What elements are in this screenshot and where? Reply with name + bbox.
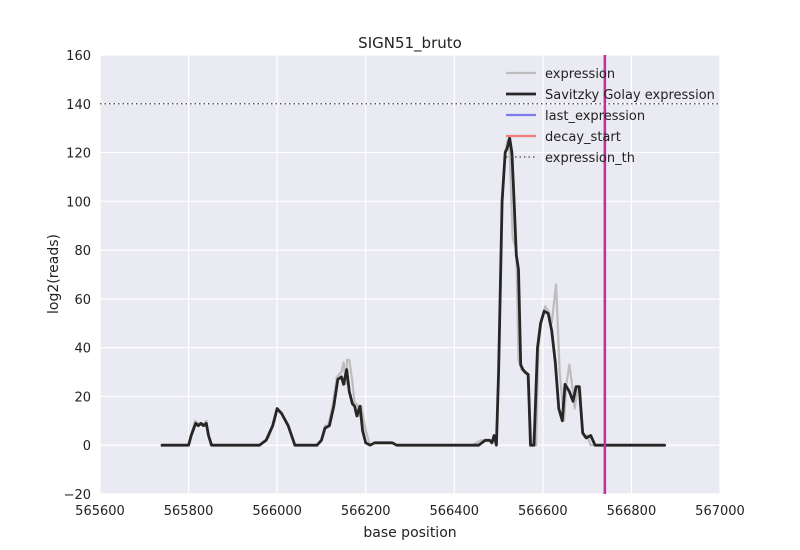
series-layer xyxy=(160,136,666,447)
y-tick-label: 40 xyxy=(74,342,91,357)
y-tick-label: 0 xyxy=(83,439,91,454)
y-tick-label: 60 xyxy=(74,293,91,308)
y-tick-label: 100 xyxy=(66,195,91,210)
legend-label: decay_start xyxy=(545,130,621,145)
x-tick-label: 566000 xyxy=(252,504,302,519)
x-tick-label: 567000 xyxy=(695,504,745,519)
y-tick-label: 120 xyxy=(66,147,91,162)
y-tick-labels: −20 0 20 40 60 80 100 120 140 160 xyxy=(64,49,91,503)
legend-label: expression xyxy=(545,67,615,82)
x-tick-label: 566200 xyxy=(341,504,391,519)
legend: expression Savitzky Golay expression last_… xyxy=(506,67,715,166)
x-tick-label: 566800 xyxy=(607,504,657,519)
x-tick-label: 565600 xyxy=(75,504,125,519)
x-tick-labels: 565600 565800 566000 566200 566400 566600 5668… xyxy=(75,504,745,519)
x-tick-label: 566400 xyxy=(429,504,479,519)
savgol-line xyxy=(160,136,666,447)
y-tick-label: 160 xyxy=(66,49,91,64)
x-tick-label: 565800 xyxy=(164,504,214,519)
plot-area xyxy=(100,55,720,494)
y-axis-label: log2(reads) xyxy=(46,234,62,314)
y-tick-label: −20 xyxy=(64,488,91,503)
y-tick-label: 80 xyxy=(74,244,91,259)
x-axis-label: base position xyxy=(363,525,456,541)
x-tick-label: 566600 xyxy=(518,504,568,519)
legend-label: last_expression xyxy=(545,109,645,124)
y-tick-label: 20 xyxy=(74,390,91,405)
y-tick-label: 140 xyxy=(66,98,91,113)
chart-title: SIGN51_bruto xyxy=(358,34,462,53)
legend-label: expression_th xyxy=(545,151,635,166)
legend-label: Savitzky Golay expression xyxy=(545,88,715,103)
